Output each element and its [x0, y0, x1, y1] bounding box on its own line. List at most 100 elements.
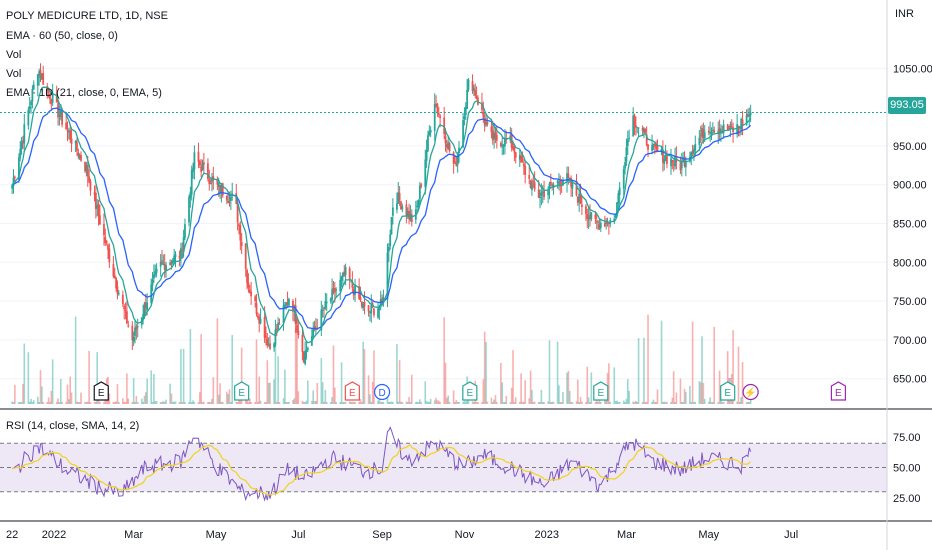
volume-bar [163, 401, 166, 404]
volume-bar [231, 335, 234, 404]
candle-body [558, 183, 560, 185]
candle-body [86, 164, 89, 177]
volume-bar [523, 401, 525, 404]
candle-body [740, 118, 743, 130]
volume-bar [577, 379, 579, 404]
candle-body [520, 155, 523, 163]
candle-body [598, 224, 601, 229]
event-marker-icon[interactable]: E [462, 381, 478, 401]
candle-body [188, 197, 190, 223]
volume-bar [524, 380, 526, 404]
candle-body [730, 126, 733, 128]
rsi-guides [0, 442, 887, 493]
volume-bar [531, 389, 533, 404]
candle-body [13, 176, 16, 178]
candle-body [150, 284, 153, 303]
volume-bar [257, 402, 259, 404]
symbol-title[interactable]: POLY MEDICURE LTD, 1D, NSE [6, 10, 168, 22]
event-marker-icon[interactable]: D [373, 383, 391, 401]
rsi-ma-line [12, 444, 751, 496]
candle-body [693, 149, 695, 153]
candle-body [77, 152, 80, 157]
candle-body [121, 294, 124, 304]
volume-bar [559, 401, 562, 404]
event-marker-icon[interactable]: E [234, 381, 250, 401]
event-marker-icon[interactable]: ⚡ [742, 383, 759, 401]
candle-body [103, 223, 105, 235]
candle-body [661, 150, 664, 163]
candle-body [28, 106, 31, 110]
candle-body [18, 157, 20, 180]
volume-bar [660, 320, 663, 404]
candle-body [208, 179, 211, 185]
candle-body [32, 84, 35, 90]
rsi-axis[interactable]: 75.00 50.00 25.00 [893, 432, 921, 505]
price-tick-label: 950.00 [893, 141, 927, 153]
volume-bar [316, 382, 319, 404]
rsi-tick-label: 75.00 [893, 432, 921, 444]
ema-60-legend[interactable]: EMA · 60 (50, close, 0) [6, 30, 118, 42]
volume-bar [285, 401, 288, 404]
event-marker-icon[interactable]: E [720, 381, 736, 401]
volume-bar [32, 400, 35, 404]
candle-body [452, 152, 455, 164]
event-marker-icon[interactable]: E [830, 381, 846, 401]
candle-body [209, 182, 212, 185]
candle-body [143, 303, 146, 316]
event-marker-icon[interactable]: E [344, 381, 360, 401]
candle-body [273, 343, 275, 348]
candle-body [741, 119, 744, 125]
volume-legend-1[interactable]: Vol [6, 49, 22, 61]
event-marker-shape [830, 381, 846, 401]
volume-bar [151, 401, 154, 404]
volume-bar [269, 382, 271, 404]
volume-bar [350, 402, 352, 404]
candle-body [747, 113, 749, 117]
ema-1d-legend[interactable]: EMA · 1D (21, close, 0, EMA, 5) [6, 87, 162, 99]
volume-bar [504, 402, 506, 404]
volume-legend-2[interactable]: Vol [6, 68, 22, 80]
event-marker-icon[interactable]: E [593, 381, 609, 401]
volume-bar [513, 401, 516, 404]
candle-body [259, 318, 262, 324]
candle-body [643, 129, 645, 133]
volume-bar [485, 341, 487, 404]
candle-body [246, 269, 248, 284]
candle-body [373, 308, 375, 316]
volume-bar [145, 392, 147, 404]
candle-body [664, 155, 667, 162]
candle-body [198, 161, 201, 166]
candle-body [409, 213, 412, 221]
volume-bar [124, 401, 127, 404]
candle-body [707, 130, 710, 133]
time-axis[interactable]: 22 2022 Mar May Jul Sep Nov 2023 Mar May Jul [6, 529, 798, 541]
candle-body [416, 205, 419, 208]
volume-bar [405, 401, 408, 404]
candle-body [729, 124, 732, 128]
volume-bar [381, 402, 383, 404]
candle-body [618, 187, 621, 195]
candle-body [200, 166, 203, 172]
event-marker-icon[interactable]: E [93, 381, 109, 401]
event-markers: E E E D E E E ⚡ E [93, 381, 846, 401]
candle-body [20, 141, 23, 149]
volume-bar [581, 401, 583, 404]
candle-body [105, 241, 108, 244]
volume-bar [169, 383, 171, 404]
candle-body [680, 160, 683, 169]
rsi-legend[interactable]: RSI (14, close, SMA, 14, 2) [6, 420, 140, 432]
volume-bar [265, 401, 267, 404]
candle-body [490, 126, 493, 133]
volume-bar [352, 401, 355, 404]
volume-bar [162, 401, 165, 404]
volume-bar [586, 366, 589, 404]
candle-body [464, 106, 467, 116]
candle-body [277, 322, 280, 329]
volume-bar [216, 318, 219, 404]
candle-body [406, 210, 409, 217]
volume-bar [501, 382, 504, 404]
price-axis[interactable]: 1050.00 950.00 900.00 850.00 800.00 750.00 700… [893, 63, 932, 385]
candle-body [605, 221, 608, 224]
volume-bar [410, 374, 413, 404]
